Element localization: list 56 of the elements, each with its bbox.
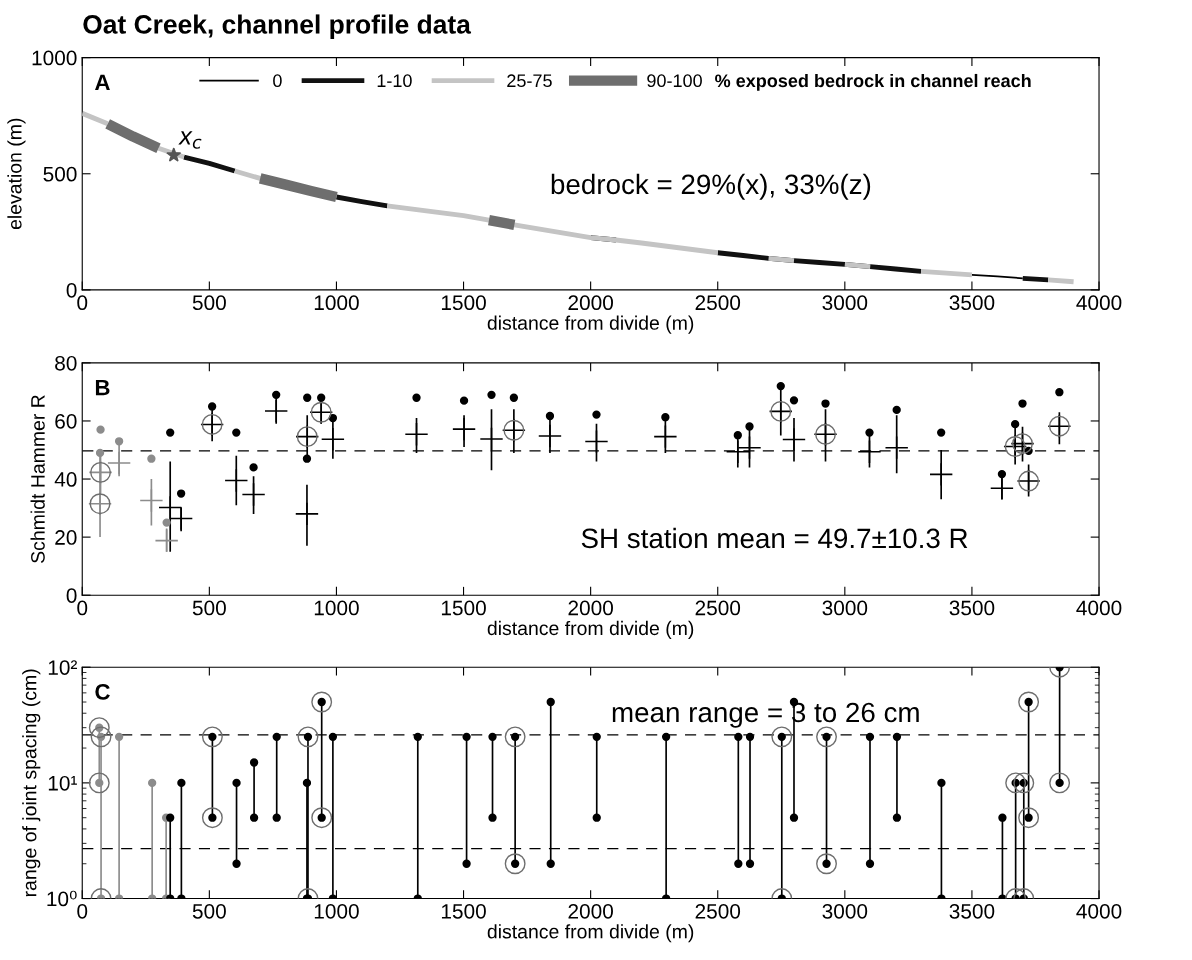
legend-label: 25-75	[507, 74, 552, 88]
x-axis-title: distance from divide (m)	[487, 924, 694, 943]
y-axis-title: range of joint spacing (cm)	[22, 669, 41, 897]
y-tick-label: 10¹	[48, 775, 77, 791]
x-tick-label: 1500	[441, 903, 486, 919]
x-tick-label: 1500	[441, 295, 486, 311]
x-tick-label: 1500	[441, 600, 486, 616]
annotation: B	[95, 379, 110, 396]
y-tick-label: 20	[55, 530, 77, 545]
annotation: x$_{c}$	[178, 131, 202, 149]
y-tick-label: 80	[55, 355, 77, 371]
legend-label: 90-100	[647, 74, 702, 88]
x-tick-label: 3500	[949, 600, 995, 616]
y-tick-label: 60	[55, 413, 77, 429]
x-tick-label: 2500	[695, 295, 741, 311]
annotation: A	[95, 74, 110, 90]
x-tick-label: 2000	[568, 295, 613, 311]
x-tick-label: 3500	[949, 295, 995, 311]
y-tick-label: 0	[66, 588, 77, 603]
y-axis-title: elevation (m)	[7, 118, 26, 230]
x-tick-label: 2000	[568, 903, 613, 919]
x-tick-label: 0	[77, 903, 88, 919]
annotation: C	[95, 683, 110, 700]
y-tick-label: 0	[66, 282, 77, 298]
x-tick-label: 2000	[568, 600, 613, 616]
x-tick-label: 2500	[695, 600, 741, 616]
x-tick-label: 3000	[822, 295, 868, 311]
y-tick-label: 10⁰	[47, 890, 77, 907]
x-tick-label: 4000	[1076, 903, 1122, 919]
x-tick-label: 500	[192, 295, 226, 311]
x-tick-label: 3000	[822, 600, 868, 616]
y-tick-label: 10²	[48, 660, 77, 675]
x-tick-label: 500	[192, 600, 226, 616]
annotation: SH station mean = 49.7±10.3 R	[581, 527, 968, 549]
legend-title: % exposed bedrock in channel reach	[715, 73, 1031, 91]
x-axis-title: distance from divide (m)	[487, 315, 694, 334]
y-tick-label: 1000	[32, 50, 77, 66]
annotation: bedrock = 29%(x), 33%(z)	[551, 173, 871, 200]
x-tick-label: 0	[77, 600, 88, 616]
x-tick-label: 3000	[822, 903, 868, 919]
x-axis-title: distance from divide (m)	[487, 620, 694, 639]
x-tick-label: 1000	[314, 600, 359, 616]
x-tick-label: 4000	[1076, 600, 1122, 616]
x-tick-label: 500	[192, 903, 226, 919]
x-tick-label: 1000	[314, 295, 359, 311]
x-tick-label: 2500	[695, 903, 741, 919]
chart-title: Oat Creek, channel profile data	[83, 14, 472, 39]
y-axis-title: Schmidt Hammer R	[30, 395, 45, 563]
y-tick-label: 500	[43, 166, 77, 182]
x-tick-label: 1000	[314, 903, 359, 919]
x-tick-label: 4000	[1076, 295, 1122, 311]
legend-label: 1-10	[377, 74, 412, 88]
y-tick-label: 40	[54, 472, 77, 487]
x-tick-label: 0	[77, 295, 88, 311]
legend-label: 0	[273, 74, 282, 88]
x-tick-label: 3500	[949, 903, 995, 919]
